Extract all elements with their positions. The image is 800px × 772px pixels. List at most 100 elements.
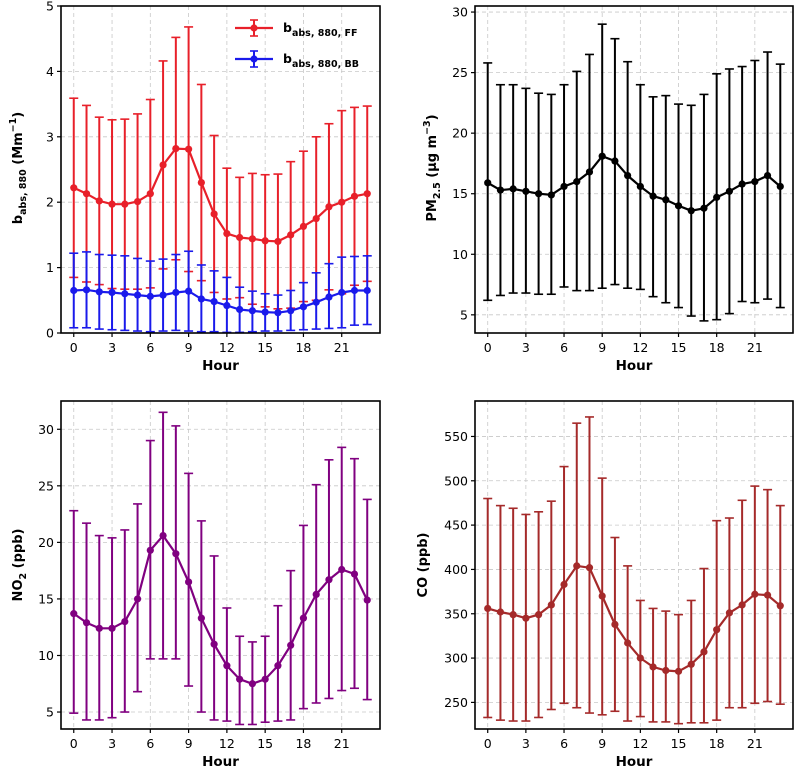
data-point bbox=[624, 171, 632, 180]
data-point bbox=[649, 663, 657, 671]
data-point bbox=[662, 196, 670, 204]
data-point bbox=[133, 197, 142, 206]
x-tick-label: 21 bbox=[334, 736, 350, 751]
x-tick-label: 21 bbox=[334, 340, 350, 355]
x-tick-label: 18 bbox=[709, 736, 725, 751]
data-point bbox=[535, 611, 543, 619]
x-tick-label: 15 bbox=[671, 736, 687, 751]
y-tick-label: 1 bbox=[46, 260, 54, 275]
data-point bbox=[274, 662, 282, 670]
data-point bbox=[197, 614, 205, 622]
legend-marker bbox=[250, 55, 258, 63]
data-point bbox=[687, 660, 695, 668]
x-tick-label: 21 bbox=[747, 340, 763, 355]
data-point bbox=[636, 654, 644, 662]
data-point bbox=[312, 214, 320, 223]
x-tick-label: 18 bbox=[709, 340, 725, 355]
x-tick-label: 6 bbox=[560, 340, 568, 355]
data-point bbox=[776, 602, 784, 610]
y-tick-label: 400 bbox=[444, 562, 468, 577]
data-point bbox=[338, 198, 346, 206]
x-tick-label: 0 bbox=[70, 340, 78, 355]
data-point bbox=[248, 680, 256, 688]
data-point bbox=[172, 550, 180, 558]
data-point bbox=[108, 288, 116, 297]
data-point bbox=[751, 590, 759, 598]
x-tick-label: 15 bbox=[671, 340, 687, 355]
data-point bbox=[236, 675, 244, 683]
data-point bbox=[223, 662, 231, 670]
x-tick-label: 6 bbox=[146, 340, 154, 355]
data-point bbox=[611, 157, 619, 165]
data-point bbox=[585, 564, 594, 572]
y-tick-label: 15 bbox=[452, 186, 468, 201]
data-point bbox=[776, 182, 784, 191]
series-0 bbox=[483, 416, 785, 725]
x-tick-label: 12 bbox=[219, 340, 235, 355]
y-tick-label: 10 bbox=[452, 247, 468, 262]
data-point bbox=[223, 301, 231, 310]
data-point bbox=[547, 601, 555, 609]
y-label-main: CO (ppb) bbox=[416, 533, 431, 598]
y-tick-label: 5 bbox=[46, 705, 54, 720]
data-point bbox=[573, 178, 581, 186]
y-tick-label: 500 bbox=[444, 473, 468, 488]
data-point bbox=[108, 200, 116, 208]
legend-marker bbox=[250, 24, 258, 32]
series-1 bbox=[69, 250, 372, 334]
data-point bbox=[185, 145, 193, 153]
data-point bbox=[496, 186, 505, 194]
legend: babs, 880, FF babs, 880, BB bbox=[235, 19, 359, 70]
data-point bbox=[172, 288, 180, 297]
data-point bbox=[484, 604, 492, 613]
x-tick-label: 12 bbox=[219, 736, 235, 751]
ticks: 0 3 6 9 12 15 18 21 5 10 15 20 25 30 bbox=[38, 422, 350, 751]
data-point bbox=[248, 307, 256, 315]
data-point bbox=[82, 190, 91, 198]
data-point bbox=[159, 291, 167, 299]
series-line bbox=[73, 533, 369, 685]
x-tick-label: 9 bbox=[185, 736, 193, 751]
data-point bbox=[636, 182, 644, 191]
y-tick-label: 250 bbox=[444, 695, 468, 710]
x-tick-label: 9 bbox=[185, 340, 193, 355]
legend-label: babs, 880, BB bbox=[283, 51, 359, 70]
data-point bbox=[674, 667, 683, 675]
x-tick-label: 3 bbox=[108, 736, 116, 751]
y-axis-label: babs, 880 (Mm−1) bbox=[8, 112, 29, 224]
x-axis-label: Hour bbox=[202, 754, 239, 770]
y-tick-label: 450 bbox=[444, 518, 468, 533]
data-point bbox=[197, 178, 205, 187]
data-point bbox=[287, 231, 295, 239]
data-point bbox=[662, 666, 670, 675]
data-point bbox=[738, 601, 746, 609]
grid-lines bbox=[475, 401, 793, 729]
y-label-subscript: 2 bbox=[18, 573, 29, 580]
data-point bbox=[185, 578, 193, 586]
data-point bbox=[763, 171, 772, 180]
y-label-unit-close: ) bbox=[11, 112, 26, 118]
y-label-superscript: −3 bbox=[422, 120, 433, 135]
data-point bbox=[338, 565, 346, 574]
data-point bbox=[350, 192, 359, 200]
data-point bbox=[70, 286, 78, 295]
y-tick-label: 30 bbox=[38, 422, 54, 437]
data-point bbox=[70, 610, 78, 618]
legend-label-main: b bbox=[283, 51, 292, 66]
data-point bbox=[325, 576, 333, 584]
x-tick-label: 3 bbox=[522, 340, 530, 355]
data-point bbox=[713, 193, 721, 201]
x-tick-label: 0 bbox=[484, 340, 492, 355]
y-tick-label: 30 bbox=[452, 5, 468, 20]
data-point bbox=[121, 200, 129, 208]
data-point bbox=[585, 168, 594, 176]
legend-label: babs, 880, FF bbox=[283, 20, 357, 39]
y-tick-label: 5 bbox=[46, 0, 54, 14]
data-point bbox=[484, 179, 492, 187]
y-tick-label: 300 bbox=[444, 651, 468, 666]
data-point bbox=[738, 180, 746, 188]
grid-lines bbox=[61, 5, 380, 334]
data-point bbox=[236, 233, 244, 242]
grid-lines bbox=[61, 401, 380, 729]
